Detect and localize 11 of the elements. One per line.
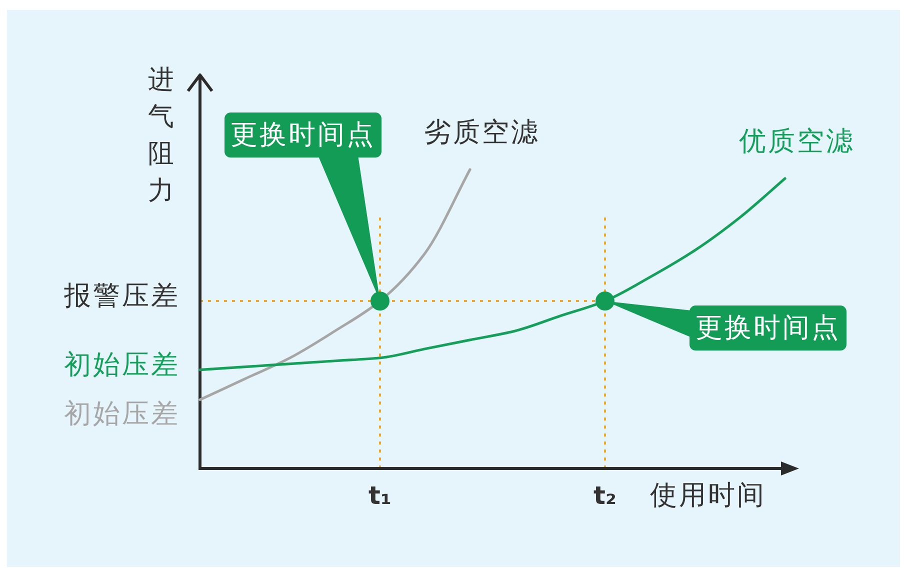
y-axis-title: 进气阻力 — [148, 65, 174, 206]
x-tick-label: t₁ — [368, 481, 392, 510]
ref-line-label: 报警压差 — [64, 280, 180, 312]
series-label: 优质空滤 — [739, 126, 855, 157]
annotation: 初始压差 — [64, 398, 180, 430]
x-tick-label: t₂ — [594, 481, 616, 510]
annotation: 初始压差 — [64, 349, 180, 380]
series-label: 劣质空滤 — [424, 117, 540, 148]
annotation: 更换时间点 — [696, 312, 840, 344]
x-axis-title: 使用时间 — [650, 480, 766, 511]
annotation: 更换时间点 — [230, 120, 376, 151]
